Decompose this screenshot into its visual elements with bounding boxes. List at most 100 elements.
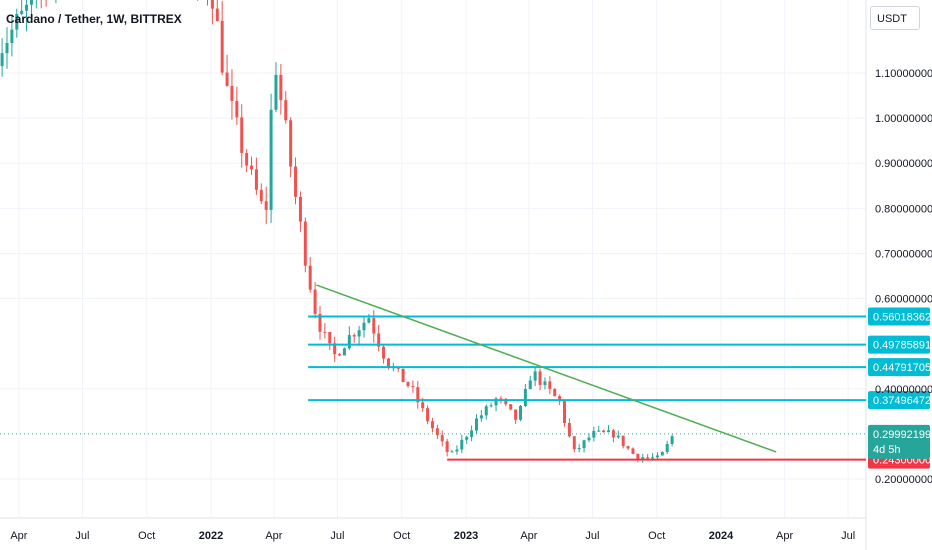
candle-up (342, 348, 346, 356)
candle-down (298, 196, 302, 222)
candle-down (250, 165, 254, 170)
x-tick-label: Jul (585, 530, 599, 542)
candle-up (528, 380, 532, 390)
candle-down (230, 85, 234, 101)
candle-down (602, 430, 606, 433)
candle-down (426, 408, 430, 422)
candle-down (284, 100, 288, 121)
y-tick-label: 0.40000000 (875, 384, 932, 396)
candle-up (460, 439, 464, 450)
candle-down (289, 120, 293, 167)
candle-down (264, 201, 268, 210)
candle-down (382, 346, 386, 359)
level-price-label: 0.37496472 (873, 395, 931, 407)
level-price-label-bg (868, 358, 930, 377)
candle-up (15, 14, 19, 30)
x-tick-label: Apr (10, 530, 27, 542)
x-tick-label: 2022 (199, 530, 223, 542)
candle-up (10, 29, 14, 44)
candle-down (386, 358, 390, 368)
y-tick-label: 0.80000000 (875, 203, 932, 215)
candle-up (607, 430, 611, 433)
candle-down (294, 166, 298, 197)
candle-down (504, 398, 508, 405)
x-tick-label: Jul (330, 530, 344, 542)
candle-down (435, 428, 439, 436)
candle-up (274, 74, 278, 110)
candle-up (474, 418, 478, 431)
candle-down (323, 331, 327, 333)
candle-up (465, 436, 469, 440)
candle-up (592, 430, 596, 438)
candle-up (660, 452, 664, 456)
candle-down (558, 396, 562, 402)
candle-down (631, 448, 635, 454)
candle-down (318, 313, 322, 332)
candle-up (616, 435, 620, 438)
candle-down (254, 169, 258, 190)
candle-up (543, 381, 547, 385)
candle-down (338, 354, 342, 356)
candle-down (440, 435, 444, 442)
candle-up (655, 455, 659, 458)
candle-down (303, 221, 307, 266)
candle-down (279, 74, 283, 101)
candle-up (20, 10, 24, 15)
candle-up (641, 457, 645, 460)
candles-group (0, 0, 674, 463)
candle-down (210, 0, 214, 9)
level-price-label: 0.56018362 (873, 312, 931, 324)
candle-up (357, 330, 361, 337)
currency-selector[interactable]: USDT (870, 6, 920, 30)
level-price-label: 0.44791705 (873, 362, 931, 374)
candle-up (362, 322, 366, 331)
candle-up (597, 430, 601, 432)
current-price-label: 0.29992199 (873, 429, 931, 441)
candle-down (308, 265, 312, 290)
candle-down (328, 332, 332, 344)
x-tick-label: 2023 (454, 530, 478, 542)
y-tick-label: 0.90000000 (875, 158, 932, 170)
current-price-label-bg (868, 424, 930, 459)
candle-down (235, 100, 239, 118)
level-price-label-bg (868, 307, 930, 326)
level-price-label-bg (868, 335, 930, 354)
candle-down (621, 435, 625, 447)
x-tick-label: Apr (776, 530, 793, 542)
candle-down (553, 388, 557, 397)
candle-down (259, 189, 263, 202)
trend-line[interactable] (316, 284, 777, 453)
candle-down (499, 398, 503, 400)
candle-up (347, 335, 351, 349)
candle-up (0, 53, 4, 67)
candle-down (333, 343, 337, 355)
candle-down (421, 402, 425, 409)
candle-down (313, 289, 317, 314)
candle-down (240, 117, 244, 153)
candle-down (215, 8, 219, 21)
candle-down (372, 318, 376, 334)
candle-down (401, 368, 405, 383)
candle-up (470, 430, 474, 437)
x-tick-label: 2024 (709, 530, 734, 542)
candle-down (548, 381, 552, 389)
candle-down (509, 404, 513, 410)
candle-up (450, 451, 454, 453)
y-tick-label: 0.70000000 (875, 248, 932, 260)
candle-up (577, 448, 581, 450)
x-tick-label: Oct (648, 530, 665, 542)
candle-up (523, 389, 527, 406)
x-tick-label: Oct (393, 530, 410, 542)
candle-up (367, 318, 371, 323)
candle-down (636, 453, 640, 460)
candle-up (489, 405, 493, 407)
candle-down (352, 335, 356, 337)
level-price-label-bg (868, 391, 930, 410)
candle-down (411, 386, 415, 388)
candle-down (563, 401, 567, 424)
candle-up (479, 415, 483, 419)
candle-down (377, 333, 381, 347)
candle-up (533, 371, 537, 381)
